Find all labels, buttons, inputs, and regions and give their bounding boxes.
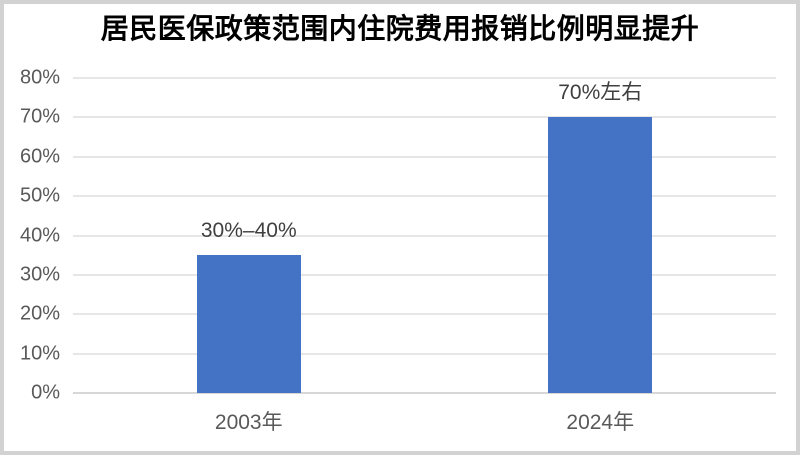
y-tick-label: 40% (19, 224, 60, 246)
x-category-label: 2003年 (214, 411, 283, 434)
y-tick-label: 10% (19, 342, 60, 365)
y-tick-label: 0% (31, 381, 60, 404)
bar-value-label: 30%–40% (200, 219, 297, 243)
gridline (73, 116, 776, 119)
gridline (73, 234, 776, 237)
y-tick-label: 60% (19, 145, 60, 168)
x-category-label: 2024年 (566, 411, 635, 434)
gridline (73, 313, 776, 316)
x-axis-baseline (73, 392, 776, 394)
y-tick-label: 80% (19, 66, 60, 89)
bar (196, 255, 301, 393)
gridline (73, 155, 776, 158)
bar (548, 117, 653, 393)
y-tick-label: 30% (19, 263, 60, 286)
gridline (73, 352, 776, 355)
plot-area (73, 77, 776, 394)
gridline (73, 273, 776, 276)
chart-title: 居民医保政策范围内住院费用报销比例明显提升 (100, 13, 700, 44)
gridline (73, 77, 776, 79)
y-tick-label: 70% (19, 105, 60, 128)
y-tick-label: 20% (19, 302, 60, 325)
gridline (73, 195, 776, 198)
y-tick-label: 50% (19, 184, 60, 207)
bar-value-label: 70%左右 (558, 81, 643, 105)
